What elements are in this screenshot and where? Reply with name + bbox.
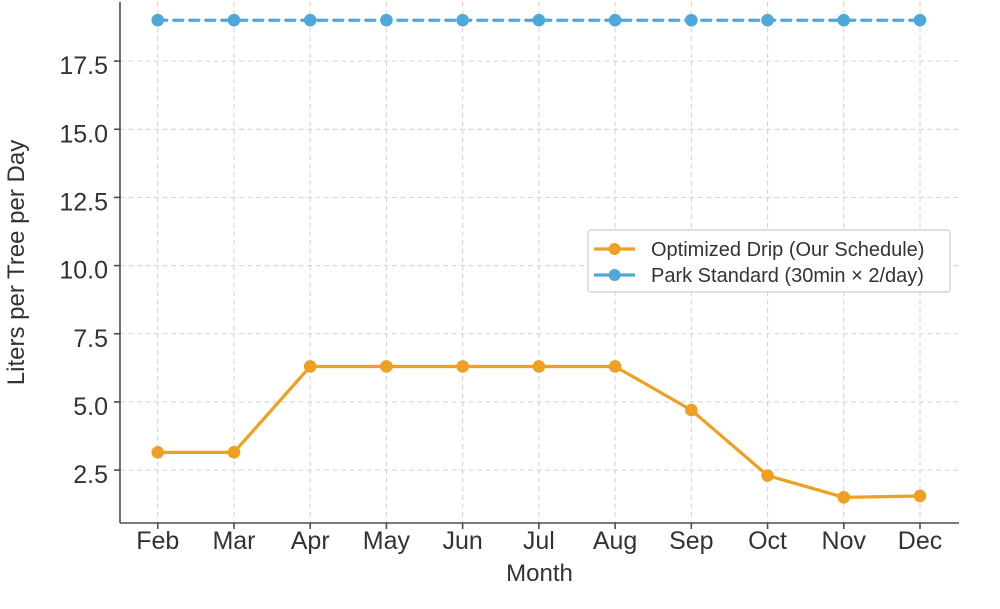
svg-text:17.5: 17.5 <box>59 52 108 80</box>
svg-text:Nov: Nov <box>822 527 867 555</box>
svg-text:Aug: Aug <box>593 527 637 555</box>
svg-text:Mar: Mar <box>212 527 255 555</box>
svg-text:Liters per Tree per Day: Liters per Tree per Day <box>3 140 30 385</box>
svg-text:7.5: 7.5 <box>73 325 108 353</box>
svg-text:Jun: Jun <box>442 527 482 555</box>
svg-text:Sep: Sep <box>669 527 713 555</box>
svg-text:Park Standard (30min × 2/day): Park Standard (30min × 2/day) <box>651 265 924 287</box>
svg-text:Dec: Dec <box>898 527 942 555</box>
svg-text:15.0: 15.0 <box>59 120 108 148</box>
svg-text:10.0: 10.0 <box>59 257 108 285</box>
svg-text:2.5: 2.5 <box>73 461 108 489</box>
svg-text:Month: Month <box>506 560 573 587</box>
svg-text:Optimized Drip (Our Schedule): Optimized Drip (Our Schedule) <box>651 239 924 261</box>
svg-text:Oct: Oct <box>748 527 787 555</box>
svg-text:12.5: 12.5 <box>59 188 108 216</box>
svg-text:5.0: 5.0 <box>73 393 108 421</box>
svg-text:Apr: Apr <box>291 527 330 555</box>
svg-text:Jul: Jul <box>523 527 555 555</box>
svg-text:Feb: Feb <box>136 527 179 555</box>
svg-text:May: May <box>363 527 411 555</box>
